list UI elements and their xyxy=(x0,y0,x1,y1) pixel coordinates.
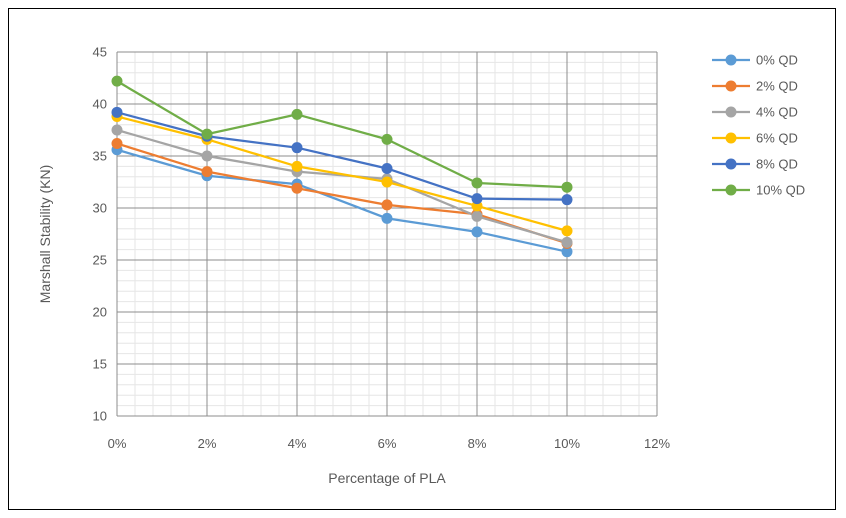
data-point xyxy=(381,133,393,145)
data-point xyxy=(201,166,213,178)
y-axis-ticks: 10 15 20 25 30 35 40 45 xyxy=(93,45,107,424)
x-tick-label: 6% xyxy=(378,436,397,451)
x-tick-label: 12% xyxy=(644,436,670,451)
series-line-1 xyxy=(116,142,568,245)
y-tick-label: 20 xyxy=(93,305,107,320)
data-point xyxy=(471,226,483,238)
legend-marker xyxy=(725,80,737,92)
y-tick-label: 25 xyxy=(93,253,107,268)
x-tick-label: 10% xyxy=(554,436,580,451)
data-point xyxy=(471,177,483,189)
legend-marker xyxy=(725,158,737,170)
chart-frame xyxy=(8,8,836,510)
legend: 0% QD 2% QD 4% QD 6% QD 8% QD 10% QD xyxy=(712,53,805,198)
data-point xyxy=(291,182,303,194)
legend-marker xyxy=(725,184,737,196)
data-point xyxy=(201,128,213,140)
data-point xyxy=(111,75,123,87)
legend-label: 0% QD xyxy=(756,53,798,68)
data-point xyxy=(471,193,483,205)
y-tick-label: 15 xyxy=(93,357,107,372)
x-axis-ticks: 0% 2% 4% 6% 8% 10% 12% xyxy=(108,436,671,451)
legend-label: 8% QD xyxy=(756,157,798,172)
series-line-0 xyxy=(116,148,568,253)
y-tick-label: 40 xyxy=(93,97,107,112)
legend-label: 10% QD xyxy=(756,183,805,198)
x-tick-label: 0% xyxy=(108,436,127,451)
x-tick-label: 4% xyxy=(288,436,307,451)
major-gridlines xyxy=(116,51,658,417)
x-tick-label: 8% xyxy=(468,436,487,451)
data-point xyxy=(291,108,303,120)
data-point xyxy=(381,212,393,224)
data-point xyxy=(291,142,303,154)
data-point xyxy=(471,210,483,222)
legend-label: 6% QD xyxy=(756,131,798,146)
data-point xyxy=(111,106,123,118)
y-tick-label: 30 xyxy=(93,201,107,216)
y-axis-title: Marshall Stability (KN) xyxy=(37,165,53,303)
legend-marker xyxy=(725,132,737,144)
data-point xyxy=(561,246,573,258)
series-line-4 xyxy=(116,111,568,201)
y-tick-label: 10 xyxy=(93,409,107,424)
legend-label: 2% QD xyxy=(756,79,798,94)
series-lines xyxy=(116,80,568,253)
data-point xyxy=(381,199,393,211)
data-point xyxy=(291,160,303,172)
data-point xyxy=(561,225,573,237)
data-point xyxy=(201,150,213,162)
data-point xyxy=(561,181,573,193)
data-point xyxy=(111,138,123,150)
data-point xyxy=(381,176,393,188)
series-line-2 xyxy=(116,128,568,244)
series-line-5 xyxy=(116,80,568,189)
data-point xyxy=(561,194,573,206)
series-line-3 xyxy=(116,115,568,232)
x-tick-label: 2% xyxy=(198,436,217,451)
legend-marker xyxy=(725,54,737,66)
y-tick-label: 35 xyxy=(93,149,107,164)
data-point xyxy=(111,124,123,136)
data-point xyxy=(561,236,573,248)
x-axis-title: Percentage of PLA xyxy=(328,470,446,486)
legend-label: 4% QD xyxy=(756,105,798,120)
data-point xyxy=(381,162,393,174)
y-tick-label: 45 xyxy=(93,45,107,60)
legend-marker xyxy=(725,106,737,118)
series-points xyxy=(111,75,573,258)
